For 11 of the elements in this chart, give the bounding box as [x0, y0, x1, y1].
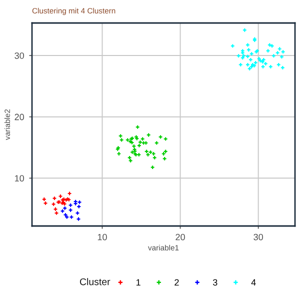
x-tick-label: 10: [98, 234, 107, 240]
legend-label: 1: [136, 279, 140, 286]
x-tick-label: 20: [176, 234, 185, 240]
y-tick-label: 30: [14, 52, 24, 59]
y-tick-label: 10: [15, 175, 24, 182]
legend-label: 3: [212, 279, 218, 286]
y-tick-label: 20: [14, 114, 24, 120]
legend-label: 4: [251, 279, 256, 286]
x-tick-label: 30: [254, 234, 263, 240]
legend-title: Cluster: [80, 278, 110, 286]
legend-label: 2: [174, 279, 179, 286]
